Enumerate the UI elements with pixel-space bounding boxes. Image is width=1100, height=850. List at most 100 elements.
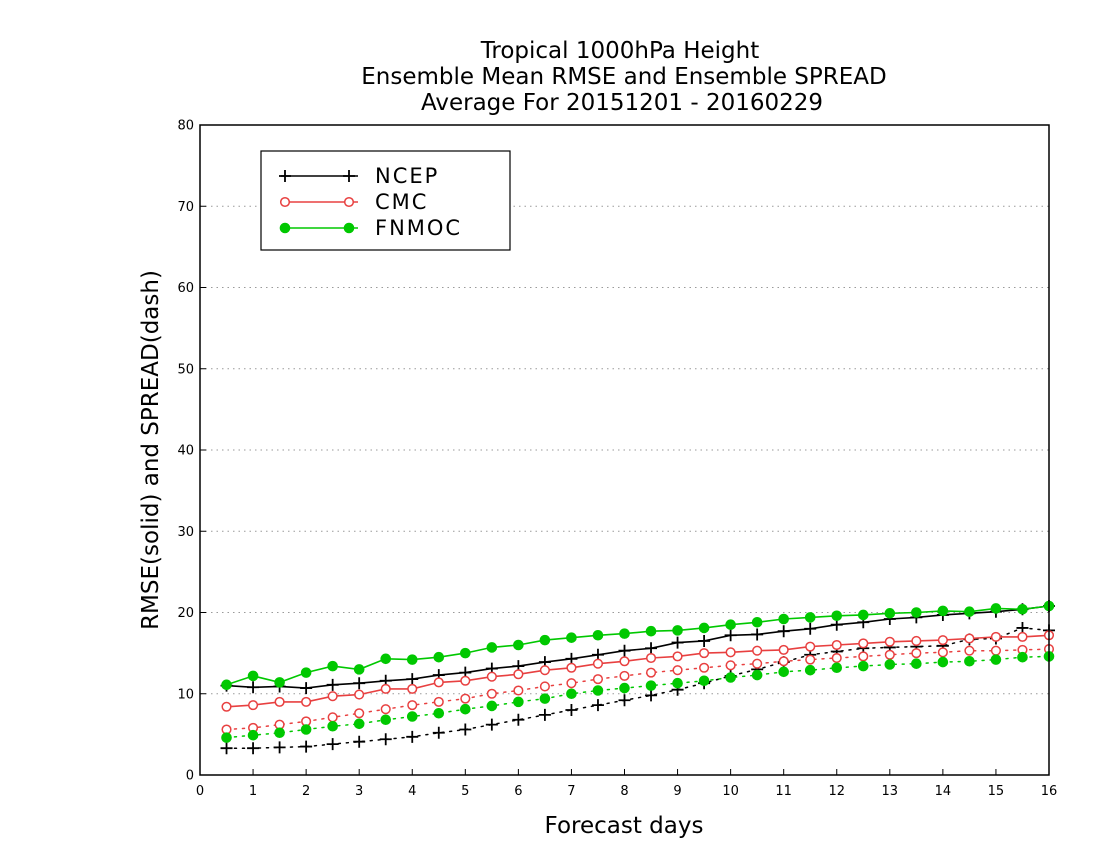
cmc-rmse-point	[725, 647, 736, 658]
fnmoc-spread-point	[751, 669, 763, 681]
ncep-spread-point	[300, 740, 313, 753]
fnmoc-rmse-point	[884, 608, 896, 619]
x-tick-label: 14	[935, 784, 952, 799]
cmc-rmse-point	[539, 665, 550, 676]
cmc-rmse-line	[226, 634, 1050, 708]
ncep-spread-point	[379, 733, 392, 746]
legend-marker-ncep	[279, 170, 291, 182]
title-line-3: Average For 20151201 - 20160229	[421, 90, 823, 116]
x-tick-label: 10	[722, 784, 739, 799]
cmc-spread-point	[433, 696, 444, 707]
fnmoc-rmse-point	[911, 607, 922, 618]
fnmoc-rmse-point	[539, 634, 551, 646]
y-tick-label: 0	[186, 769, 194, 784]
cmc-spread-point	[884, 649, 895, 660]
cmc-rmse-point	[858, 638, 869, 649]
ncep-rmse-point	[353, 677, 366, 690]
fnmoc-rmse-point	[433, 651, 445, 663]
cmc-spread-point	[380, 704, 391, 715]
title-line-1: Tropical 1000hPa Height	[480, 38, 760, 64]
cmc-rmse-point	[592, 658, 604, 669]
ncep-spread-point	[247, 742, 260, 755]
cmc-rmse-point	[699, 648, 710, 659]
cmc-rmse-point	[778, 644, 789, 655]
ncep-rmse-point	[247, 681, 260, 694]
x-tick-label: 6	[514, 784, 522, 799]
fnmoc-spread-point	[513, 696, 524, 708]
ncep-spread-point	[326, 738, 339, 751]
fnmoc-rmse-point	[353, 664, 365, 675]
ncep-spread-point	[220, 742, 233, 755]
cmc-rmse-point	[354, 689, 365, 700]
ncep-spread-point	[353, 735, 366, 748]
x-tick-label: 3	[355, 784, 363, 799]
x-axis-label: Forecast days	[545, 813, 704, 839]
ncep-rmse-point	[326, 678, 339, 691]
y-tick-label: 60	[177, 281, 194, 296]
ncep-rmse-point	[777, 625, 790, 638]
cmc-rmse-point	[327, 691, 338, 702]
series-fnmoc	[221, 600, 1055, 743]
fnmoc-rmse-point	[964, 606, 975, 617]
ncep-rmse-point	[671, 636, 684, 649]
y-tick-label: 70	[177, 200, 194, 215]
fnmoc-rmse-point	[698, 622, 710, 634]
cmc-spread-point	[725, 660, 736, 671]
ncep-spread-point	[565, 704, 578, 716]
y-tick-label: 50	[177, 362, 194, 377]
x-tick-label: 12	[828, 784, 845, 799]
fnmoc-rmse-point	[380, 653, 392, 665]
cmc-spread-point	[778, 656, 789, 667]
x-tick-label: 11	[775, 784, 792, 799]
fnmoc-spread-point	[911, 658, 922, 669]
cmc-spread-point	[539, 681, 550, 692]
fnmoc-rmse-point	[247, 670, 259, 682]
fnmoc-spread-point	[990, 654, 1002, 665]
fnmoc-rmse-point	[937, 605, 949, 617]
fnmoc-rmse-point	[327, 660, 338, 672]
fnmoc-spread-point	[937, 656, 949, 668]
cmc-spread-point	[645, 667, 657, 678]
cmc-rmse-point	[884, 636, 895, 647]
ncep-rmse-point	[724, 629, 737, 642]
ncep-spread-point	[618, 694, 631, 707]
fnmoc-rmse-point	[513, 639, 524, 651]
cmc-rmse-point	[380, 683, 391, 694]
legend-marker-fnmoc	[343, 222, 355, 234]
ncep-spread-point	[538, 708, 551, 721]
cmc-spread-point	[699, 662, 710, 673]
ncep-rmse-point	[751, 628, 764, 641]
cmc-spread-point	[619, 670, 630, 681]
fnmoc-spread-point	[486, 700, 498, 712]
cmc-rmse-point	[672, 651, 683, 662]
fnmoc-spread-point	[831, 662, 843, 674]
cmc-rmse-point	[645, 652, 657, 664]
cmc-rmse-point	[990, 631, 1001, 642]
ncep-rmse-point	[618, 644, 631, 657]
fnmoc-rmse-point	[1017, 603, 1028, 615]
fnmoc-spread-point	[274, 727, 285, 739]
cmc-rmse-point	[407, 683, 418, 694]
fnmoc-rmse-point	[406, 654, 418, 665]
cmc-spread-point	[486, 688, 497, 699]
cmc-spread-point	[858, 651, 869, 662]
ncep-spread-point	[645, 689, 658, 702]
ncep-rmse-line	[226, 605, 1050, 689]
x-tick-label: 13	[882, 784, 899, 799]
cmc-rmse-point	[964, 633, 975, 644]
ncep-spread-point	[432, 726, 445, 739]
y-tick-label: 30	[177, 525, 194, 540]
cmc-spread-point	[752, 658, 763, 669]
cmc-spread-point	[911, 648, 922, 659]
cmc-spread-point	[566, 678, 577, 689]
fnmoc-spread-point	[247, 729, 259, 741]
fnmoc-spread-point	[460, 703, 471, 715]
fnmoc-rmse-point	[619, 628, 630, 639]
y-tick-label: 20	[177, 606, 194, 621]
fnmoc-rmse-point	[804, 612, 816, 623]
x-tick-label: 16	[1041, 784, 1058, 799]
legend-marker-ncep	[343, 170, 355, 182]
legend-marker-cmc	[343, 196, 355, 208]
